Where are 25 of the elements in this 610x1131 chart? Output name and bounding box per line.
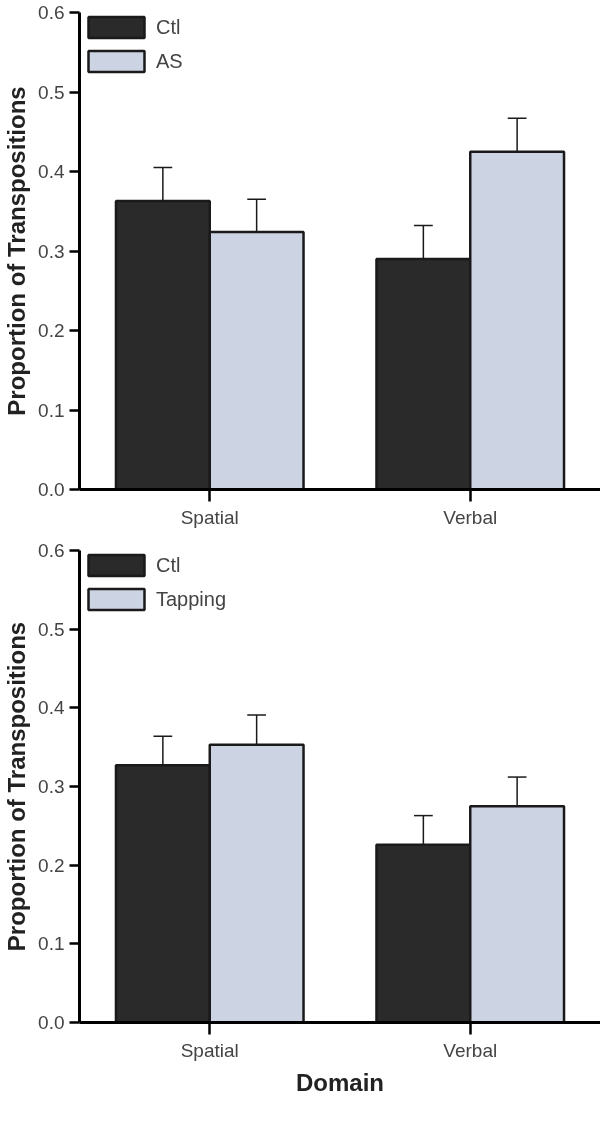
text: 0.0: [38, 479, 65, 500]
y-tick-label: 0.2: [38, 854, 65, 876]
x-tick-label: Verbal: [443, 506, 498, 528]
x-tick-label: Spatial: [180, 506, 239, 528]
y-tick-label: 0.5: [38, 81, 65, 103]
y-tick-label: 0.3: [38, 240, 65, 262]
legend-label: Tapping: [156, 587, 227, 611]
text: 0.0: [38, 1012, 65, 1033]
y-tick-label: 0.4: [38, 161, 65, 182]
y-tick-label: 0.5: [38, 618, 65, 640]
x-tick-label: Verbal: [443, 1039, 498, 1061]
y-tick-label: 0.2: [38, 320, 65, 341]
y-axis-title: Proportion of Transpositions: [3, 86, 31, 416]
y-tick-label: 0.6: [38, 540, 65, 561]
legend-label: Ctl: [156, 15, 181, 39]
x-axis-title: Domain: [296, 1068, 385, 1096]
y-tick-label: 0.6: [38, 2, 65, 23]
x-tick-label: Spatial: [180, 1039, 239, 1061]
legend-label: AS: [156, 49, 183, 73]
y-axis-title: Proportion of Transpositions: [3, 621, 31, 952]
legend-label: Ctl: [156, 553, 181, 577]
y-tick-label: 0.1: [38, 399, 65, 421]
y-tick-label: 0.1: [38, 933, 65, 955]
y-tick-label: 0.3: [38, 776, 65, 797]
y-tick-label: 0.4: [38, 697, 65, 719]
